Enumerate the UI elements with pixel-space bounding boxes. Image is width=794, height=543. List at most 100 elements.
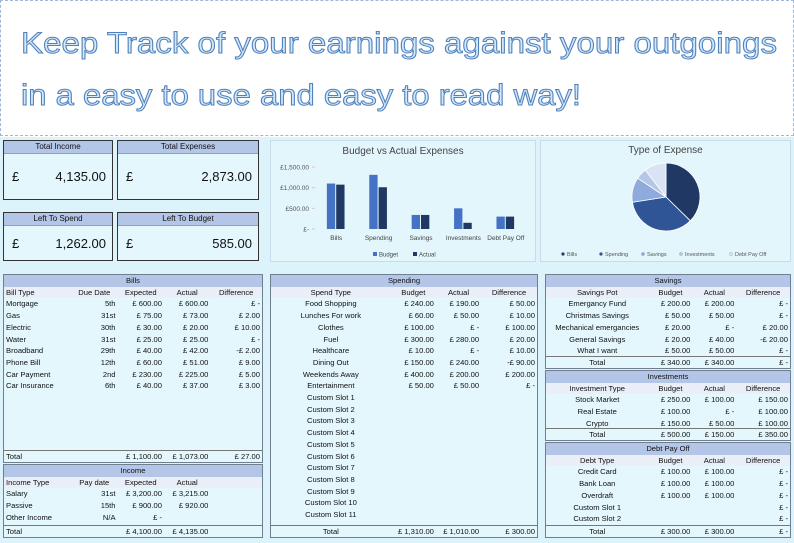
summary-card: Total Income £4,135.00 bbox=[3, 140, 113, 200]
cell: £ 4,100.00 bbox=[126, 527, 162, 537]
cell: 29th bbox=[100, 346, 116, 356]
bar bbox=[336, 184, 345, 229]
cell: £ 75.00 bbox=[136, 311, 162, 321]
cell: £ - bbox=[779, 311, 788, 321]
cell: Custom Slot 8 bbox=[306, 474, 355, 484]
cell: Difference bbox=[745, 455, 781, 465]
bar bbox=[496, 216, 505, 229]
cell: Pay date bbox=[79, 477, 110, 487]
cell: Overdraft bbox=[581, 490, 614, 500]
legend-swatch bbox=[729, 252, 733, 256]
cell: Custom Slot 1 bbox=[573, 502, 622, 512]
table-row: Electric 30th £ 30.00 £ 20.00 £ 10.00 bbox=[4, 322, 262, 334]
cell: Christmas Savings bbox=[565, 311, 629, 321]
cell: £ - bbox=[470, 346, 480, 356]
table-row: Salary 31st £ 3,200.00 £ 3,215.00 bbox=[4, 488, 262, 500]
cell: £ 50.00 bbox=[708, 346, 735, 356]
cell: Car Insurance bbox=[6, 381, 54, 391]
cell: £ 300.00 bbox=[505, 527, 535, 537]
cell: Custom Slot 2 bbox=[573, 514, 622, 524]
cell: £ 150.00 bbox=[704, 430, 735, 440]
table-row: General Savings £ 20.00 £ 40.00 -£ 20.00 bbox=[546, 334, 790, 346]
x-tick-label: Bills bbox=[330, 235, 343, 242]
x-tick-label: Spending bbox=[365, 235, 393, 242]
cell: £ 50.00 bbox=[708, 418, 735, 428]
bar bbox=[463, 222, 472, 229]
card-title: Left To Spend bbox=[4, 213, 112, 226]
cell: £ - bbox=[779, 514, 788, 524]
cell: Actual bbox=[176, 287, 198, 297]
cell: 5th bbox=[104, 299, 116, 309]
cell: £ 150.00 bbox=[660, 418, 691, 428]
cell: £ 40.00 bbox=[136, 381, 162, 391]
legend-label: Savings bbox=[647, 252, 667, 258]
cell: £ - bbox=[779, 502, 788, 512]
cell: £ 1,310.00 bbox=[398, 527, 434, 537]
cell: N/A bbox=[102, 512, 116, 522]
cell: £ 1,010.00 bbox=[443, 527, 480, 537]
summary-card: Left To Budget £585.00 bbox=[117, 212, 259, 261]
cell: -£ 20.00 bbox=[760, 334, 788, 344]
cell: £ 42.00 bbox=[183, 346, 209, 356]
cell: Custom Slot 11 bbox=[305, 510, 357, 519]
cell: 30th bbox=[100, 322, 116, 332]
table-row: Car Insurance 6th £ 40.00 £ 37.00 £ 3.00 bbox=[4, 380, 262, 392]
table-row: Car Payment 2nd £ 230.00 £ 225.00 £ 5.00 bbox=[4, 369, 262, 381]
table-row: Phone Bill 12th £ 60.00 £ 51.00 £ 9.00 bbox=[4, 357, 262, 369]
cell: Spend Type bbox=[310, 287, 352, 297]
cell: Emergancy Fund bbox=[568, 299, 627, 309]
header-row: Debt Type Budget Actual Difference bbox=[546, 454, 790, 467]
cell: £ 300.00 bbox=[660, 527, 691, 537]
cell: Total bbox=[6, 527, 23, 537]
cell: £ 100.00 bbox=[660, 407, 691, 417]
y-tick-label: £1,500.00 bbox=[280, 165, 309, 172]
legend-label: Bills bbox=[567, 252, 577, 258]
table-row: Stock Market £ 250.00 £ 100.00 £ 150.00 bbox=[546, 394, 790, 406]
cell: £ 230.00 bbox=[132, 369, 162, 379]
table-row: Custom Slot 3 bbox=[271, 415, 537, 427]
cell: Expected bbox=[124, 477, 157, 487]
cell: £ 100.00 bbox=[758, 407, 788, 417]
cell: Income Type bbox=[6, 477, 50, 487]
cell: £ - bbox=[251, 334, 260, 344]
cell: Phone Bill bbox=[6, 357, 41, 367]
cell: Salary bbox=[6, 489, 28, 499]
cell: £ 100.00 bbox=[704, 490, 735, 500]
cell: Custom Slot 2 bbox=[306, 404, 355, 414]
cell: Budget bbox=[658, 383, 683, 393]
cell: £ 5.00 bbox=[238, 369, 260, 379]
table-row: Custom Slot 2 £ - bbox=[546, 513, 790, 525]
header-row: Income Type Pay date Expected Actual bbox=[4, 476, 262, 489]
table-row: Credit Card £ 100.00 £ 100.00 £ - bbox=[546, 466, 790, 478]
cell: £ 1,100.00 bbox=[126, 452, 162, 462]
table-row: Crypto £ 150.00 £ 50.00 £ 100.00 bbox=[546, 418, 790, 430]
cell: Fuel bbox=[323, 334, 339, 344]
cell: £ 900.00 bbox=[132, 501, 162, 511]
pie-slice bbox=[644, 162, 667, 199]
table: Bills Bill Type Due Date Expected Actual Diff… bbox=[3, 274, 263, 463]
legend-swatch bbox=[561, 252, 565, 256]
table-row: Custom Slot 11 bbox=[271, 509, 537, 521]
cell: £ 250.00 bbox=[660, 395, 691, 405]
cell: £ 500.00 bbox=[660, 430, 691, 440]
cell: £ 25.00 bbox=[183, 334, 209, 344]
card-value: 585.00 bbox=[212, 235, 252, 251]
legend-label: Spending bbox=[605, 252, 628, 258]
table-row: Mortgage 5th £ 600.00 £ 600.00 £ - bbox=[4, 298, 262, 310]
cell: Custom Slot 4 bbox=[306, 428, 355, 438]
legend-swatch bbox=[413, 252, 417, 256]
header-row: Spend Type Budget Actual Difference bbox=[271, 286, 537, 299]
cell: £ 400.00 bbox=[404, 369, 434, 379]
x-tick-label: Debt Pay Off bbox=[487, 235, 524, 242]
headline: Keep Track of your earnings against your… bbox=[21, 27, 777, 60]
cell: £ 25.00 bbox=[136, 334, 162, 344]
legend-swatch bbox=[641, 252, 645, 256]
y-tick-label: £1,000.00 bbox=[280, 185, 309, 192]
table-row: Passive 15th £ 900.00 £ 920.00 bbox=[4, 500, 262, 512]
cell: £ 50.00 bbox=[708, 311, 735, 321]
currency: £ bbox=[126, 235, 134, 251]
table-row: Lunches For work £ 60.00 £ 50.00 £ 10.00 bbox=[271, 310, 537, 322]
cell: Entertainment bbox=[307, 381, 355, 391]
cell: £ 10.00 bbox=[509, 311, 535, 321]
cell: £ - bbox=[251, 299, 260, 309]
